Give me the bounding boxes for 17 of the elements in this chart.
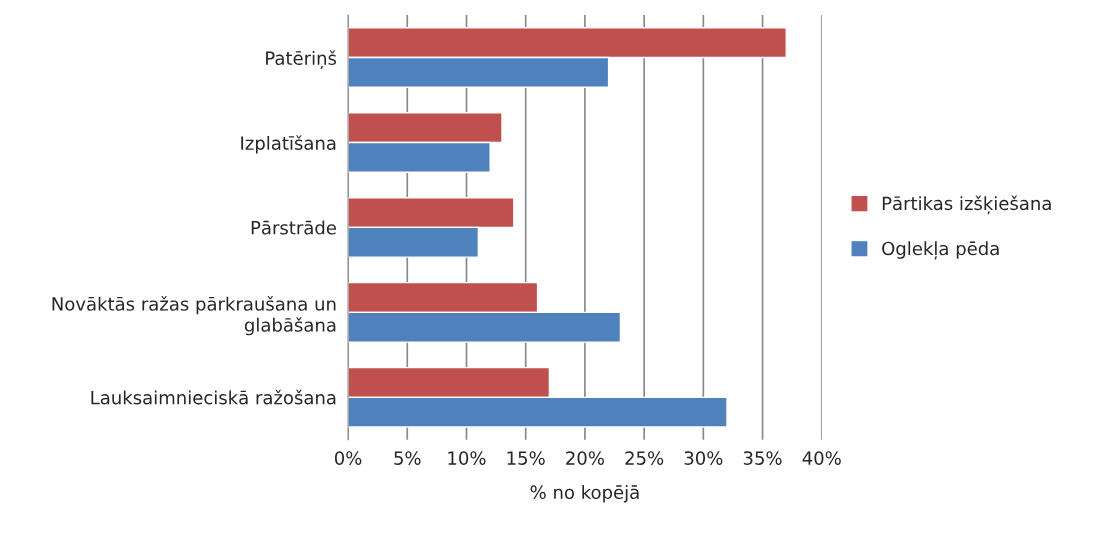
x-tick-label: 0% (334, 451, 362, 465)
legend-label: Oglekļa pēda (882, 241, 999, 260)
x-tick-label: 30% (684, 451, 723, 465)
y-tick-label: Pārstrāde (251, 220, 336, 235)
y-tick-label: Lauksaimnieciskā ražošana (91, 389, 336, 405)
x-tick-label: 5% (394, 451, 421, 465)
x-axis-title: % no kopējā (530, 485, 639, 503)
legend-label: Pārtikas izšķiešana (882, 195, 1051, 215)
x-tick-label: 25% (625, 451, 664, 465)
x-tick-label: 35% (743, 451, 782, 465)
x-tick-label: 40% (802, 451, 841, 465)
x-tick-label: 20% (566, 451, 604, 465)
x-tick-label: 15% (507, 451, 545, 465)
x-tick-label: 10% (448, 451, 486, 465)
y-tick-label: Novāktās ražas pārkraušana un glabāšana (52, 296, 336, 336)
y-tick-label: Izplatīšana (241, 135, 336, 154)
y-tick-label: Patēriņš (266, 50, 337, 70)
